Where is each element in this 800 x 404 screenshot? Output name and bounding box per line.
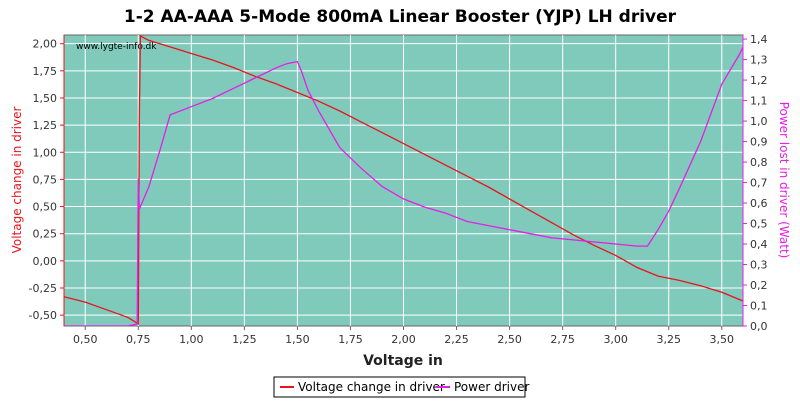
y-right-tick-label: 0,2 (750, 279, 768, 292)
y-right-tick-label: 1,4 (750, 33, 768, 46)
x-axis-ticks: 0,50 0,75 1,00 1,25 1,50 1,75 2,00 2,25 2,50 2,75… (73, 326, 734, 346)
x-tick-label: 2,25 (444, 333, 469, 346)
x-tick-label: 2,75 (550, 333, 575, 346)
series-line-power-driver (64, 47, 743, 326)
x-axis-label: Voltage in (363, 353, 443, 369)
series-layer (64, 35, 743, 326)
x-tick-label: 1,50 (285, 333, 310, 346)
grid-vertical-lines (84, 35, 723, 326)
y-right-tick-label: 1,1 (750, 95, 768, 108)
x-tick-label: 1,25 (232, 333, 257, 346)
y-left-tick-label: 0,50 (33, 201, 58, 214)
y-right-tick-label: 0,7 (750, 177, 768, 190)
y-left-tick-label: -0,50 (29, 309, 57, 322)
y-right-tick-label: 0,5 (750, 218, 768, 231)
y-left-tick-label: 0,00 (33, 255, 58, 268)
y-right-axis-label: Power lost in driver (Watt) (777, 102, 791, 259)
y-right-tick-label: 0,4 (750, 238, 768, 251)
y-left-tick-label: 0,75 (33, 173, 58, 186)
legend-box (273, 376, 526, 398)
x-tick-label: 0,50 (73, 333, 98, 346)
y-left-axis-ticks: -0,50 -0,25 0,00 0,25 0,50 0,75 1,00 1,25 1,50 1,… (29, 38, 64, 322)
x-tick-label: 1,00 (179, 333, 204, 346)
y-right-tick-label: 0,3 (750, 259, 768, 272)
series-line-voltage-change (64, 35, 743, 325)
legend-label-voltage: Voltage change in driver (298, 380, 445, 394)
y-left-tick-label: 1,25 (33, 119, 58, 132)
legend: Voltage change in driver Power driver (273, 376, 529, 398)
y-left-tick-label: 0,25 (33, 228, 58, 241)
y-left-tick-label: 2,00 (33, 38, 58, 51)
y-right-tick-label: 0,0 (750, 320, 768, 333)
y-left-tick-label: 1,50 (33, 92, 58, 105)
x-tick-label: 2,50 (497, 333, 522, 346)
y-left-axis-label: Voltage change in driver (10, 107, 24, 254)
x-tick-label: 3,50 (710, 333, 735, 346)
y-right-tick-label: 0,9 (750, 136, 768, 149)
y-left-tick-label: 1,75 (33, 65, 58, 78)
y-right-tick-label: 0,8 (750, 156, 768, 169)
legend-label-power: Power driver (454, 380, 529, 394)
y-right-tick-label: 1,3 (750, 54, 768, 67)
grid-horizontal-lines (64, 43, 743, 316)
y-right-tick-label: 1,0 (750, 115, 768, 128)
x-tick-label: 3,00 (603, 333, 628, 346)
chart-title: 1-2 AA-AAA 5-Mode 800mA Linear Booster (… (124, 7, 677, 27)
y-left-tick-label: 1,00 (33, 146, 58, 159)
y-right-tick-label: 0,1 (750, 300, 768, 313)
x-tick-label: 3,25 (656, 333, 681, 346)
y-right-tick-label: 0,6 (750, 197, 768, 210)
y-right-tick-label: 1,2 (750, 74, 768, 87)
x-tick-label: 0,75 (126, 333, 151, 346)
x-tick-label: 2,00 (391, 333, 416, 346)
x-tick-label: 1,75 (338, 333, 363, 346)
y-left-tick-label: -0,25 (29, 282, 57, 295)
watermark: www.lygte-info.dk (76, 42, 157, 52)
y-right-axis-ticks: 0,0 0,1 0,2 0,3 0,4 0,5 0,6 0,7 0,8 0,9 1,0 1,1 1,2 1… (743, 33, 768, 333)
